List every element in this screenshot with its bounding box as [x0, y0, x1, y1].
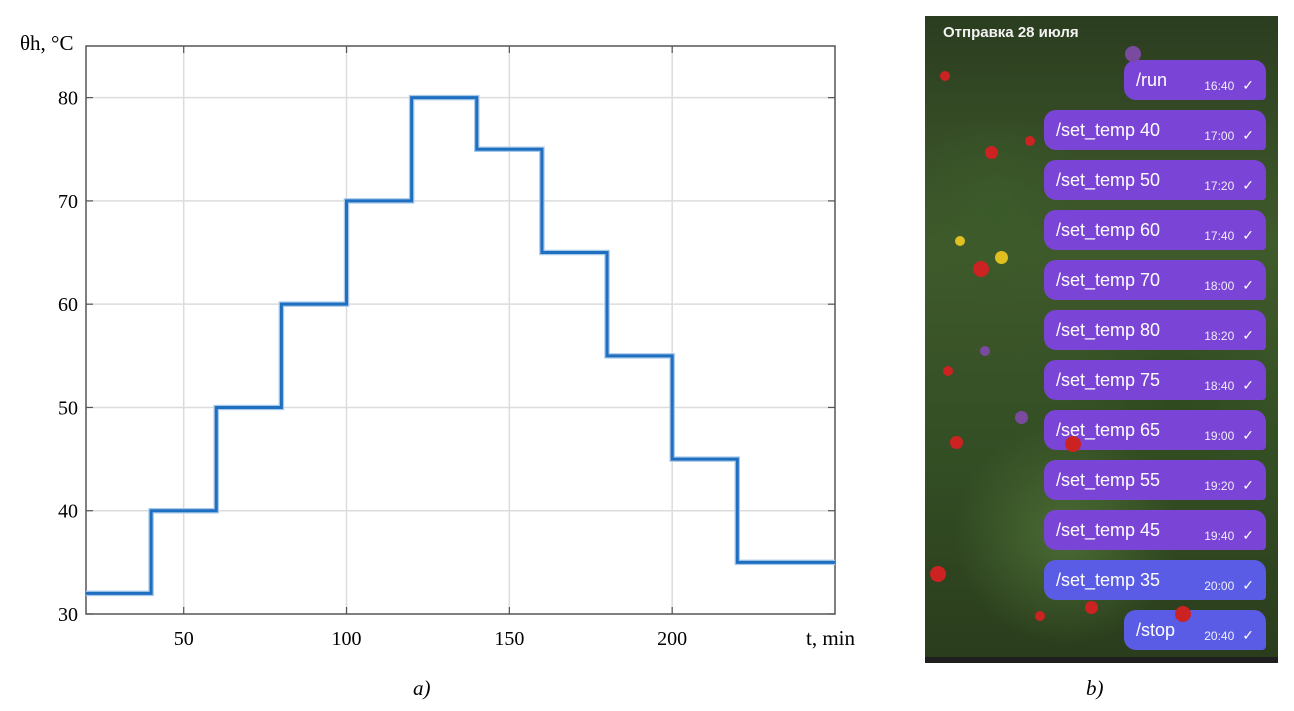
y-tick-label: 30 — [58, 604, 78, 626]
message-time: 17:40 — [1204, 229, 1235, 243]
flower-decoration — [943, 366, 953, 376]
message-bubble[interactable]: /set_temp 35 20:00 ✓ — [1044, 560, 1266, 600]
message-bubble[interactable]: /set_temp 70 18:00 ✓ — [1044, 260, 1266, 300]
flower-decoration — [940, 71, 950, 81]
flower-decoration — [1065, 436, 1081, 452]
message-text: /stop — [1136, 619, 1176, 640]
check-icon: ✓ — [1242, 276, 1254, 293]
message-time: 20:00 — [1204, 579, 1235, 593]
y-tick-label: 80 — [58, 88, 78, 110]
check-icon: ✓ — [1242, 176, 1254, 193]
flower-decoration — [1175, 606, 1191, 622]
message-text: /set_temp 75 — [1056, 369, 1161, 390]
message-text: /set_temp 35 — [1056, 569, 1161, 590]
y-tick-label: 60 — [58, 294, 78, 316]
message-text: /run — [1136, 69, 1168, 90]
x-tick-label: 150 — [494, 628, 524, 650]
check-icon: ✓ — [1242, 376, 1254, 393]
flower-decoration — [930, 566, 946, 582]
message-time: 17:00 — [1204, 129, 1235, 143]
message-time: 17:20 — [1204, 179, 1235, 193]
plot-frame — [85, 45, 836, 615]
message-bubble[interactable]: /set_temp 65 19:00 ✓ — [1044, 410, 1266, 450]
y-tick-label: 70 — [58, 191, 78, 213]
flower-decoration — [1035, 611, 1045, 621]
message-bubble[interactable]: /set_temp 80 18:20 ✓ — [1044, 310, 1266, 350]
chat-screenshot: Отправка 28 июля /run 16:40 ✓ /set_temp 40 1… — [925, 16, 1278, 663]
message-text: /set_temp 80 — [1056, 319, 1161, 340]
chat-date-label: Отправка 28 июля — [943, 24, 1079, 41]
x-tick-label: 100 — [332, 628, 362, 650]
message-text: /set_temp 60 — [1056, 219, 1161, 240]
flower-decoration — [1015, 411, 1028, 424]
step-chart: 50 100 150 200 30 40 50 60 70 80 θh, °C t, min — [20, 31, 856, 650]
check-icon: ✓ — [1242, 326, 1254, 343]
series-line — [86, 96, 835, 595]
flower-decoration — [973, 261, 989, 277]
flower-decoration — [955, 236, 965, 246]
x-tick-label: 200 — [657, 628, 687, 650]
flower-decoration — [950, 436, 963, 449]
message-bubble[interactable]: /set_temp 45 19:40 ✓ — [1044, 510, 1266, 550]
message-bubble[interactable]: /run 16:40 ✓ — [1124, 60, 1266, 100]
check-icon: ✓ — [1242, 526, 1254, 543]
x-axis-label: t, min — [806, 626, 856, 650]
check-icon: ✓ — [1242, 226, 1254, 243]
y-tick-label: 50 — [58, 397, 78, 419]
bottom-bar — [925, 657, 1278, 663]
message-time: 19:20 — [1204, 479, 1235, 493]
message-time: 18:00 — [1204, 279, 1235, 293]
message-time: 16:40 — [1204, 79, 1235, 93]
message-text: /set_temp 50 — [1056, 169, 1161, 190]
flower-decoration — [1025, 136, 1035, 146]
check-icon: ✓ — [1242, 426, 1254, 443]
check-icon: ✓ — [1242, 626, 1254, 643]
message-time: 19:40 — [1204, 529, 1235, 543]
message-time: 20:40 — [1204, 629, 1235, 643]
message-bubble[interactable]: /set_temp 50 17:20 ✓ — [1044, 160, 1266, 200]
x-tick-label: 50 — [174, 628, 194, 650]
y-tick-label: 40 — [58, 501, 78, 523]
flower-decoration — [1085, 601, 1098, 614]
check-icon: ✓ — [1242, 126, 1254, 143]
message-bubble[interactable]: /set_temp 75 18:40 ✓ — [1044, 360, 1266, 400]
message-time: 19:00 — [1204, 429, 1235, 443]
y-axis-label: θh, °C — [20, 31, 73, 55]
message-text: /set_temp 55 — [1056, 469, 1161, 490]
message-bubble[interactable]: /stop 20:40 ✓ — [1124, 610, 1266, 650]
message-bubble[interactable]: /set_temp 40 17:00 ✓ — [1044, 110, 1266, 150]
flower-decoration — [1125, 46, 1141, 62]
caption-b: b) — [1086, 676, 1104, 700]
flower-decoration — [985, 146, 998, 159]
message-bubble[interactable]: /set_temp 55 19:20 ✓ — [1044, 460, 1266, 500]
flower-decoration — [980, 346, 990, 356]
series-line-halo — [86, 94, 835, 597]
message-time: 18:20 — [1204, 329, 1235, 343]
check-icon: ✓ — [1242, 576, 1254, 593]
message-time: 18:40 — [1204, 379, 1235, 393]
message-text: /set_temp 40 — [1056, 119, 1161, 140]
message-text: /set_temp 45 — [1056, 519, 1161, 540]
check-icon: ✓ — [1242, 76, 1254, 93]
message-bubble[interactable]: /set_temp 60 17:40 ✓ — [1044, 210, 1266, 250]
message-text: /set_temp 65 — [1056, 419, 1161, 440]
caption-a: a) — [413, 676, 431, 700]
message-text: /set_temp 70 — [1056, 269, 1161, 290]
check-icon: ✓ — [1242, 476, 1254, 493]
flower-decoration — [995, 251, 1008, 264]
